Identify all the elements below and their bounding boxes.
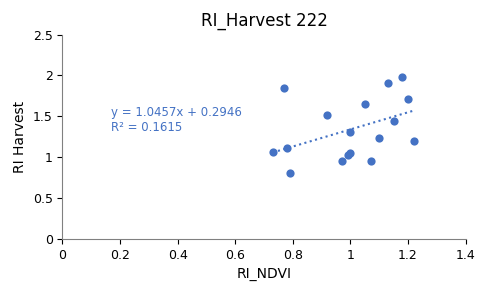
Text: y = 1.0457x + 0.2946
R² = 0.1615: y = 1.0457x + 0.2946 R² = 0.1615 xyxy=(111,106,242,134)
Point xyxy=(375,136,383,141)
Point xyxy=(367,158,374,163)
X-axis label: RI_NDVI: RI_NDVI xyxy=(237,267,291,281)
Point xyxy=(344,152,351,157)
Point xyxy=(286,170,294,175)
Point xyxy=(283,146,291,151)
Point xyxy=(384,81,392,85)
Point xyxy=(390,119,397,124)
Point xyxy=(361,102,369,106)
Point xyxy=(347,151,354,156)
Y-axis label: RI Harvest: RI Harvest xyxy=(13,101,27,173)
Title: RI_Harvest 222: RI_Harvest 222 xyxy=(201,12,327,31)
Point xyxy=(347,130,354,134)
Point xyxy=(324,112,331,117)
Point xyxy=(410,139,418,143)
Point xyxy=(398,75,406,79)
Point xyxy=(280,86,288,90)
Point xyxy=(338,158,346,163)
Point xyxy=(269,150,276,155)
Point xyxy=(404,97,412,101)
